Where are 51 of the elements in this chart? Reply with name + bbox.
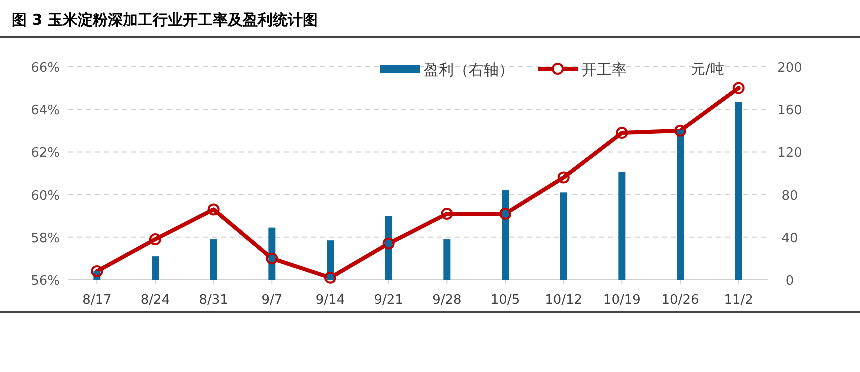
point: [558, 172, 570, 184]
bar: [502, 190, 509, 280]
point: [500, 208, 512, 220]
chart-title: 图 3 玉米淀粉深加工行业开工率及盈利统计图: [12, 11, 318, 29]
y-tick-label: 64%: [31, 104, 60, 119]
y2-tick-label: 40: [782, 231, 798, 246]
x-tick-label: 9/28: [432, 293, 462, 308]
point: [91, 265, 104, 278]
x-tick-label: 8/24: [140, 293, 170, 308]
bar: [444, 240, 451, 280]
bar: [210, 240, 218, 280]
point: [674, 124, 686, 137]
bar: [268, 228, 276, 280]
point: [150, 234, 162, 246]
x-tick-label: 10/12: [545, 293, 583, 308]
point: [324, 272, 336, 284]
legend-label: 开工率: [582, 61, 627, 79]
y2-tick-label: 80: [782, 188, 798, 204]
y2-tick-label: 120: [778, 146, 802, 162]
y2-axis-title: 元/吨: [692, 62, 724, 78]
x-tick-label: 9/7: [262, 293, 283, 308]
x-tick-label: 10/19: [603, 293, 641, 308]
bar: [618, 172, 626, 280]
x-tick-label: 9/14: [316, 293, 346, 308]
bar: [385, 216, 392, 280]
point: [441, 208, 454, 220]
bar: [560, 192, 568, 280]
legend-label: 盈利（右轴）: [424, 61, 514, 79]
y2-tick-label: 200: [778, 61, 802, 76]
point: [266, 252, 278, 265]
bar: [677, 130, 684, 280]
bar: [735, 102, 742, 280]
y-tick-label: 56%: [31, 274, 60, 289]
y-tick-label: 60%: [31, 188, 60, 204]
y-tick-label: 58%: [31, 231, 60, 246]
point: [732, 82, 745, 94]
x-tick-label: 10/5: [490, 293, 520, 308]
y2-tick-label: 0: [786, 274, 794, 289]
y-tick-label: 62%: [31, 146, 60, 162]
x-tick-label: 10/26: [662, 293, 700, 308]
bar: [327, 240, 334, 280]
y2-tick-label: 160: [778, 104, 802, 119]
point: [616, 127, 628, 140]
x-tick-label: 8/31: [199, 293, 228, 308]
x-tick-label: 8/17: [82, 293, 112, 308]
y-tick-label: 66%: [31, 61, 60, 76]
x-tick-label: 9/21: [374, 293, 404, 308]
point: [382, 238, 395, 250]
x-tick-label: 11/2: [724, 293, 754, 308]
bar: [152, 256, 159, 280]
point: [208, 204, 220, 216]
